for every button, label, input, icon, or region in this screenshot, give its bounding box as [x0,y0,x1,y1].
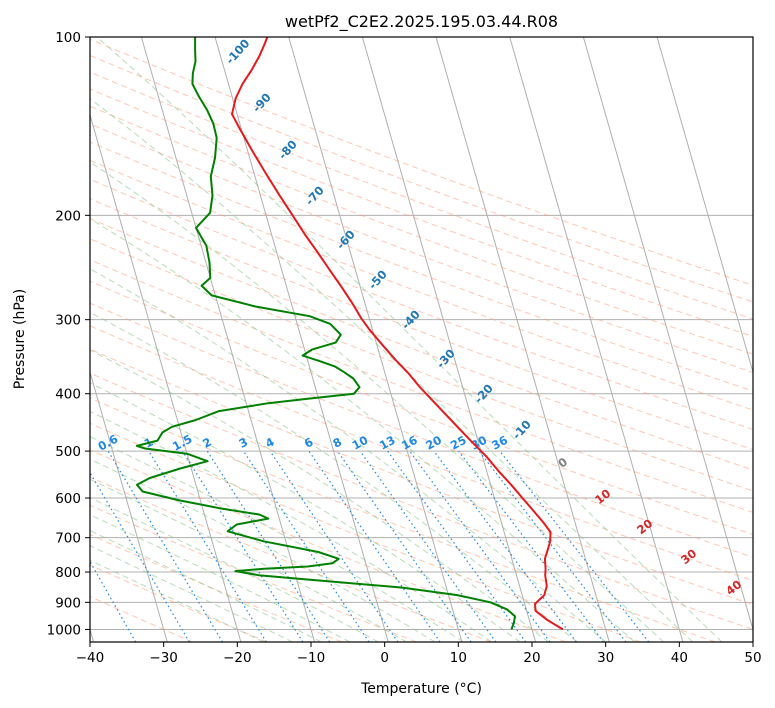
moist-adiabat [90,436,464,642]
moist-adiabat [90,559,265,642]
moist-adiabat [90,161,665,642]
x-tick-label: 0 [380,650,389,666]
moist-adiabat [90,530,322,642]
y-axis-ticks: 100 200 300 400 500 600 700 800 900 1000 [47,30,90,638]
isotherm-gridline [435,37,610,642]
y-tick-label: 200 [55,208,81,224]
mixing-ratio-line [90,560,137,642]
mixing-ratio-line [181,450,304,642]
x-tick-label: −20 [223,650,252,666]
mixing-ratio-line [359,450,497,642]
isotherm-gridline [582,37,753,632]
mixing-ratio-line [206,450,331,642]
dry-adiabat [90,217,753,471]
mixing-ratio-line [433,450,577,642]
x-tick-label: −40 [76,650,105,666]
y-tick-label: 600 [55,491,81,507]
isotherm-gridline [288,37,463,642]
isotherm-gridline [656,37,753,374]
isotherm-gridline [90,370,168,642]
dry-adiabat [90,302,753,558]
mixing-ratio-line [242,450,370,642]
mixing-ratio-label: 10 [350,433,371,453]
x-axis-label: Temperature (°C) [360,681,482,697]
y-tick-label: 900 [55,595,81,611]
mixing-ratio-label: 13 [377,433,398,453]
dry-adiabat [90,476,492,642]
dry-adiabat [90,238,753,492]
temperature-profile-line [231,37,564,631]
moist-adiabat [90,478,407,642]
dry-adiabat [90,105,753,355]
dry-adiabat [90,88,753,338]
y-tick-label: 400 [55,387,81,403]
dry-adiabat [90,397,716,642]
mixing-ratio-line [107,450,224,642]
mixing-ratio-label: 36 [489,433,510,453]
moist-adiabat [90,458,436,642]
mixing-ratio-line [387,450,527,642]
y-axis-label: Pressure (hPa) [12,289,28,389]
dry-adiabat [90,372,753,630]
mixing-ratio-line [90,471,190,642]
moist-adiabat [90,311,578,642]
y-tick-label: 300 [55,313,81,329]
moist-adiabat [90,497,379,642]
moist-adiabat [90,349,549,642]
moist-adiabat [90,218,636,642]
mixing-ratio-label: 30 [468,433,489,453]
plot-frame [89,36,754,643]
dewpoint-profile-line [135,37,516,630]
y-tick-label: 100 [55,30,81,46]
mixing-ratio-line [336,450,472,642]
y-tick-label: 1000 [47,622,81,638]
moist-adiabat [90,268,607,642]
dry-adiabat [90,280,753,536]
x-tick-label: 20 [523,650,540,666]
isotherm-gridline [509,37,684,642]
x-tick-label: 30 [597,650,614,666]
dry-adiabat [90,178,753,431]
thermo-background-lines [90,37,753,642]
mixing-ratio-line [409,450,551,642]
y-tick-label: 800 [55,565,81,581]
x-axis-ticks: −40 −30 −20 −10 0 10 20 30 40 50 [76,642,762,666]
dry-adiabat [90,504,417,642]
dry-adiabat [90,159,753,411]
x-tick-label: −10 [297,650,326,666]
profile-series [135,37,564,631]
x-tick-label: 50 [744,650,761,666]
isotherm-gridline [90,113,242,642]
dry-adiabat [90,198,753,451]
moist-adiabat [90,410,492,642]
x-tick-label: 40 [671,650,688,666]
mixing-ratio-label: 25 [448,433,469,453]
y-tick-label: 500 [55,444,81,460]
mixing-ratio-label: 16 [399,433,420,453]
dry-adiabat [90,259,753,513]
dry-adiabat [90,71,753,320]
moist-adiabat [96,37,723,642]
dry-adiabat [90,325,753,582]
moist-adiabat [90,545,293,642]
x-tick-label: 10 [450,650,467,666]
mixing-ratio-label: 20 [423,433,444,453]
dry-adiabat [90,123,753,373]
dry-adiabat [90,141,753,392]
x-tick-label: −30 [149,650,178,666]
chart-title: wetPf2_C2E2.2025.195.03.44.R08 [285,12,558,32]
mixing-ratio-line [148,450,267,642]
moist-adiabat [90,98,694,642]
y-tick-label: 700 [55,531,81,547]
